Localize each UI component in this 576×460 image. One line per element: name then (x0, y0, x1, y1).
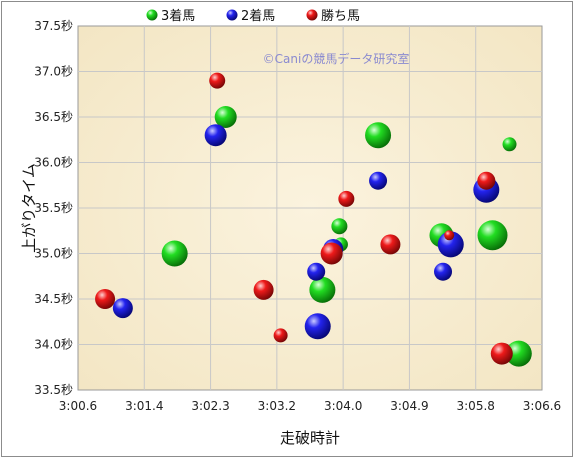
x-axis-label: 走破時計 (280, 429, 340, 447)
data-point-winner (490, 342, 513, 365)
data-point-third (365, 122, 392, 149)
data-point-winner (338, 190, 355, 207)
y-tick-label: 37.0秒 (34, 65, 73, 79)
x-tick-label: 3:03.2 (258, 399, 296, 413)
legend-label: 勝ち馬 (321, 9, 360, 24)
x-tick-label: 3:01.4 (125, 399, 163, 413)
data-point-winner (253, 279, 274, 300)
x-tick-label: 3:06.6 (523, 399, 561, 413)
data-point-winner (380, 234, 401, 255)
y-axis-ticks: 33.5秒 34.0秒 34.5秒 35.0秒 35.5秒 36.0秒 36.5秒 37.0秒… (34, 19, 73, 397)
x-tick-label: 3:02.3 (191, 399, 229, 413)
y-tick-label: 35.5秒 (34, 201, 73, 215)
data-point-winner (95, 289, 116, 309)
y-tick-label: 36.5秒 (34, 110, 73, 124)
data-point-winner (320, 242, 343, 265)
y-tick-label: 36.0秒 (34, 156, 73, 170)
legend-marker (306, 9, 318, 21)
data-point-third (477, 220, 508, 251)
x-tick-label: 3:05.8 (457, 399, 495, 413)
legend-marker (146, 9, 158, 21)
grid-lines (78, 26, 542, 390)
data-point-second (434, 262, 453, 281)
data-point-third (214, 106, 237, 128)
x-tick-label: 3:04.9 (390, 399, 428, 413)
y-tick-label: 34.5秒 (34, 292, 73, 306)
y-tick-label: 37.5秒 (34, 19, 73, 33)
data-point-winner (477, 171, 496, 190)
legend-marker (226, 9, 238, 21)
data-point-second (369, 171, 388, 190)
x-tick-label: 3:04.0 (324, 399, 362, 413)
legend: 3着馬 2着馬 勝ち馬 (146, 8, 360, 24)
y-tick-label: 33.5秒 (34, 383, 73, 397)
data-point-third (331, 218, 348, 235)
legend-label: 2着馬 (241, 8, 275, 24)
data-point-second (307, 262, 326, 281)
data-point-second (112, 298, 133, 319)
data-point-second (304, 313, 331, 340)
data-point-third (502, 137, 517, 152)
data-points (95, 72, 532, 367)
x-axis-ticks: 3:00.6 3:01.4 3:02.3 3:03.2 3:04.0 3:04.9 3:05… (59, 399, 561, 413)
data-point-second (437, 231, 464, 258)
data-point-winner (209, 72, 226, 89)
x-tick-label: 3:00.6 (59, 399, 97, 413)
data-point-second (204, 124, 227, 147)
data-point-third (161, 240, 188, 267)
legend-label: 3着馬 (161, 8, 195, 24)
y-axis-label: 上がりタイム (20, 163, 38, 253)
data-point-winner (273, 328, 288, 343)
data-point-winner (444, 230, 455, 241)
y-tick-label: 34.0秒 (34, 338, 73, 352)
watermark: ©Caniの競馬データ研究室 (263, 51, 410, 66)
data-point-third (505, 340, 532, 367)
y-tick-label: 35.0秒 (34, 247, 73, 261)
data-point-third (309, 276, 336, 303)
